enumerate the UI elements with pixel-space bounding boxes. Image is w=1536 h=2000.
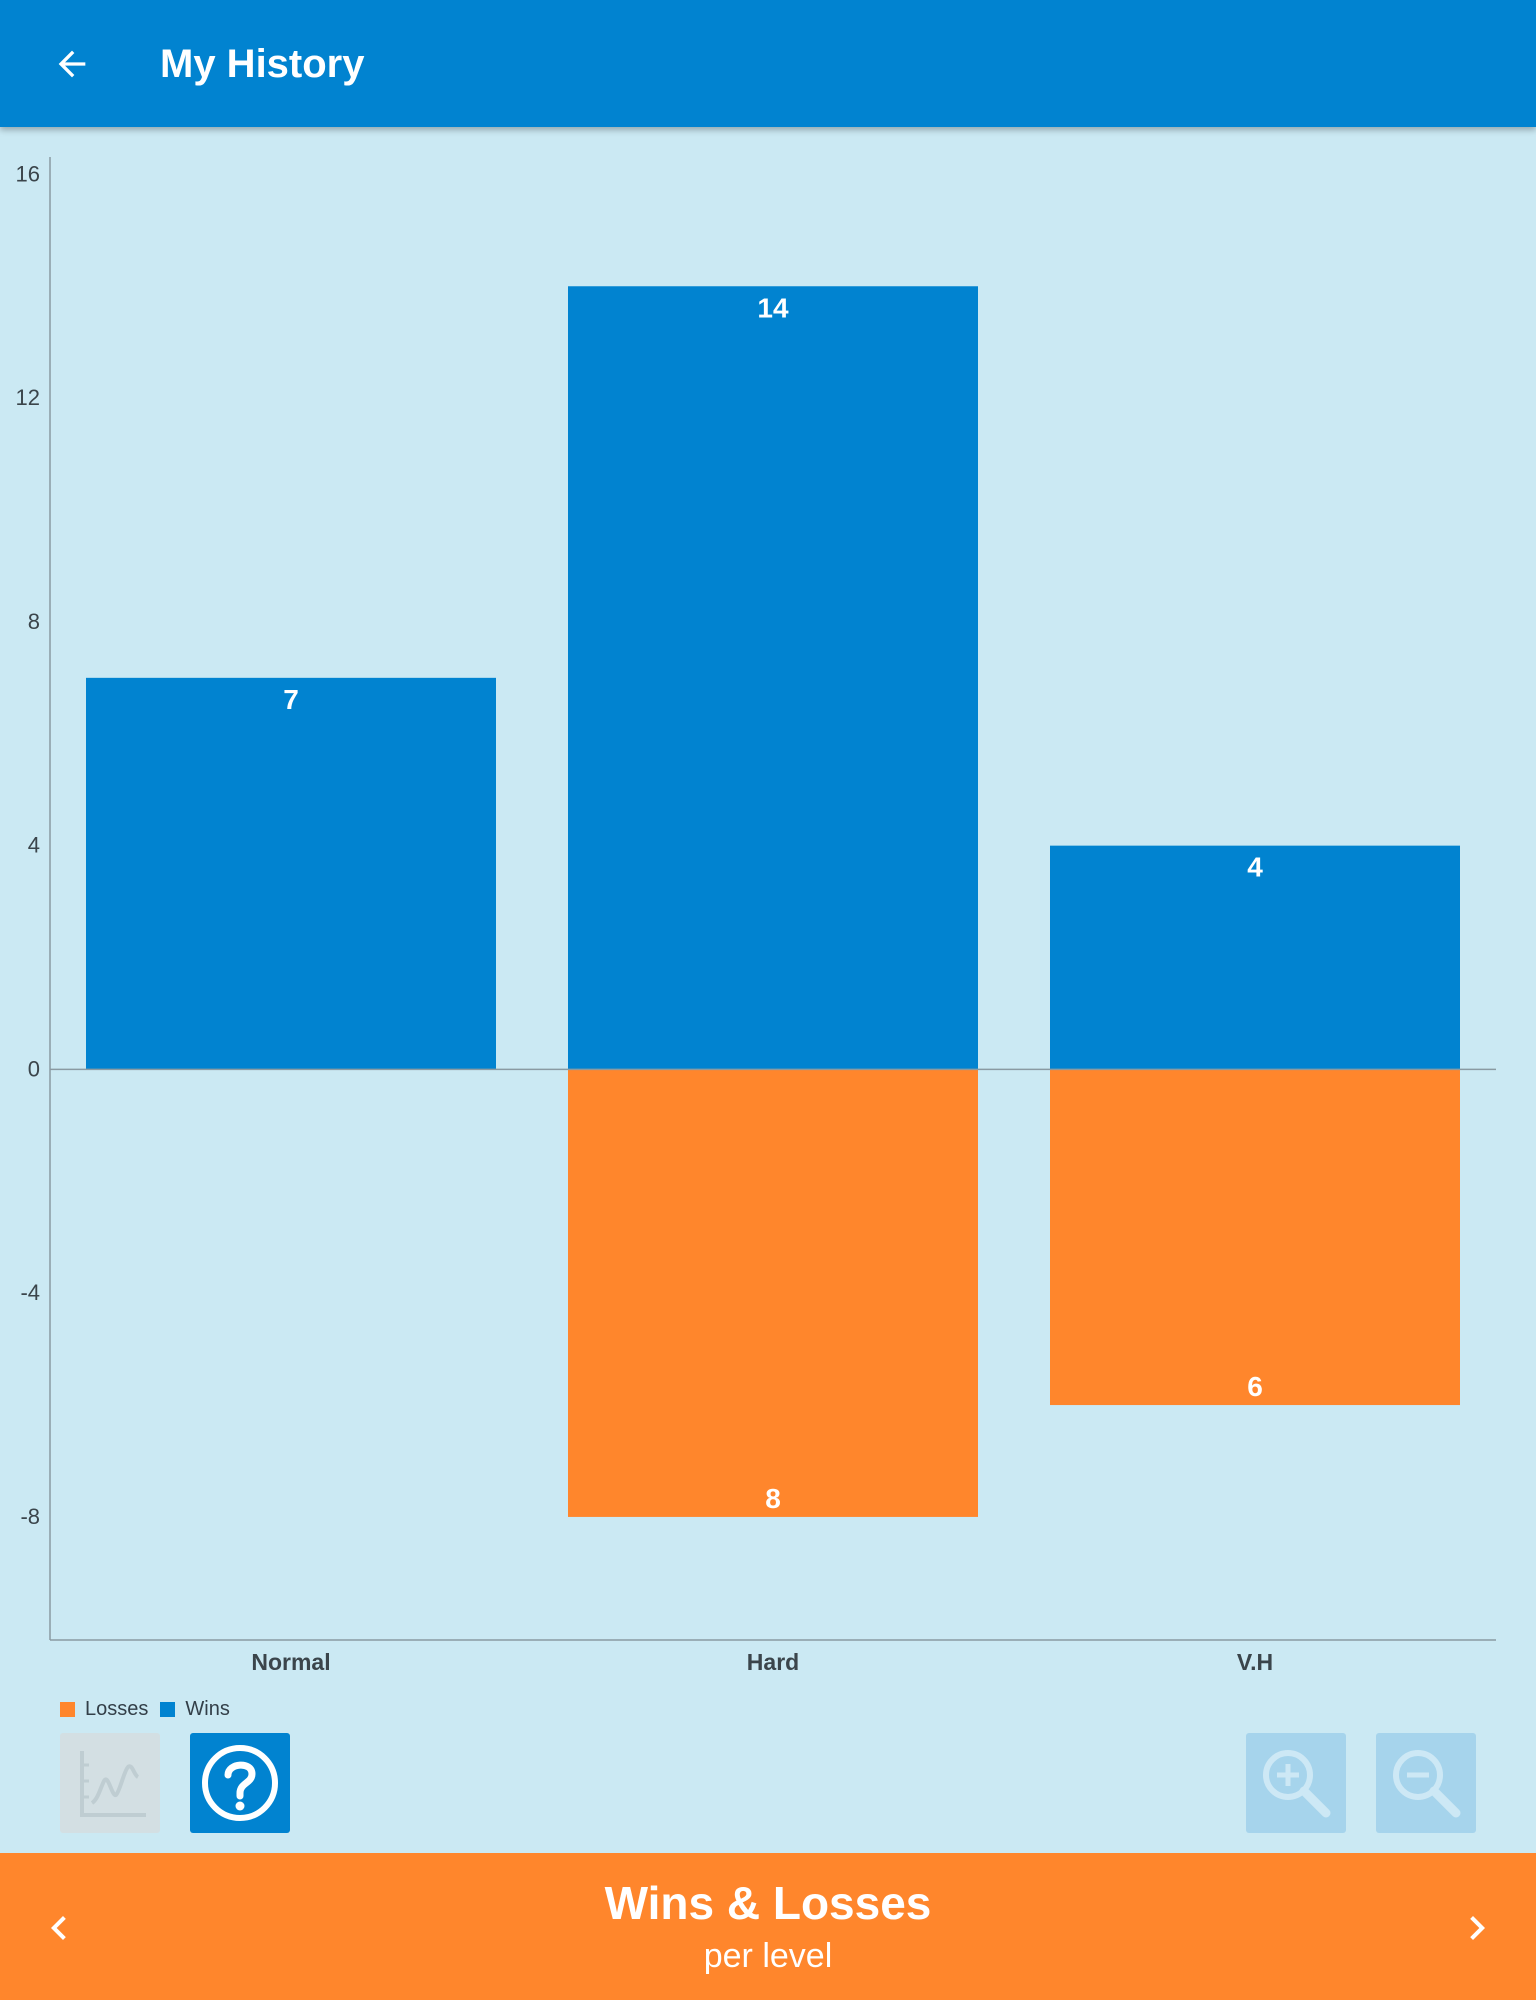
y-tick-label: 8	[28, 609, 40, 634]
bar-losses-hard	[568, 1069, 978, 1517]
back-button[interactable]	[36, 28, 108, 100]
previous-chart-button[interactable]	[24, 1893, 94, 1963]
legend-swatch-losses	[60, 1701, 75, 1717]
data-label-wins: 14	[757, 292, 789, 323]
data-label-losses: 8	[765, 1483, 781, 1514]
chart-legend: Losses Wins	[60, 1695, 242, 1723]
line-chart-icon	[80, 1751, 146, 1817]
y-tick-label: 12	[16, 385, 40, 410]
x-tick-label: V.H	[1237, 1649, 1273, 1675]
legend-item-losses: Losses	[60, 1698, 148, 1721]
chevron-right-icon	[1470, 1916, 1485, 1940]
chart-type-button[interactable]	[60, 1733, 160, 1833]
help-circle-icon	[202, 1745, 278, 1821]
legend-label-losses: Losses	[85, 1697, 149, 1720]
zoom-in-icon	[1263, 1750, 1331, 1818]
chart-title: Wins & Losses	[604, 1877, 932, 1929]
y-tick-label: 4	[28, 833, 40, 858]
wins-losses-chart: 16 12 8 4 0 -4 -8 7 Normal 14 8 Hard 4 6 V.H	[16, 157, 1496, 1675]
x-tick-label: Normal	[251, 1649, 330, 1675]
zoom-in-button[interactable]	[1246, 1733, 1346, 1833]
y-tick-label: -8	[20, 1504, 40, 1529]
bar-wins-vh	[1050, 845, 1460, 1070]
bar-wins-hard	[568, 286, 978, 1070]
legend-label-wins: Wins	[185, 1697, 230, 1720]
y-tick-label: 16	[16, 161, 40, 186]
zoom-out-button[interactable]	[1376, 1733, 1476, 1833]
data-label-wins: 4	[1247, 852, 1263, 883]
arrow-left-icon	[58, 50, 86, 78]
help-button[interactable]	[190, 1733, 290, 1833]
next-chart-button[interactable]	[1442, 1893, 1512, 1963]
chart-subtitle: per level	[703, 1937, 833, 1975]
legend-swatch-wins	[160, 1701, 176, 1717]
chevron-left-icon	[51, 1916, 66, 1940]
bar-losses-vh	[1050, 1069, 1460, 1406]
y-tick-label: -4	[20, 1280, 40, 1305]
page-title: My History	[160, 42, 365, 86]
data-label-wins: 7	[283, 684, 299, 715]
app-bar: My History	[0, 0, 1536, 127]
x-tick-label: Hard	[747, 1649, 799, 1675]
chart-selector-bar: Wins & Losses per level	[0, 1853, 1536, 2000]
data-label-losses: 6	[1247, 1371, 1263, 1402]
y-tick-label: 0	[28, 1056, 40, 1081]
legend-item-wins: Wins	[160, 1697, 230, 1721]
bar-wins-normal	[86, 677, 496, 1070]
zoom-out-icon	[1393, 1750, 1461, 1818]
